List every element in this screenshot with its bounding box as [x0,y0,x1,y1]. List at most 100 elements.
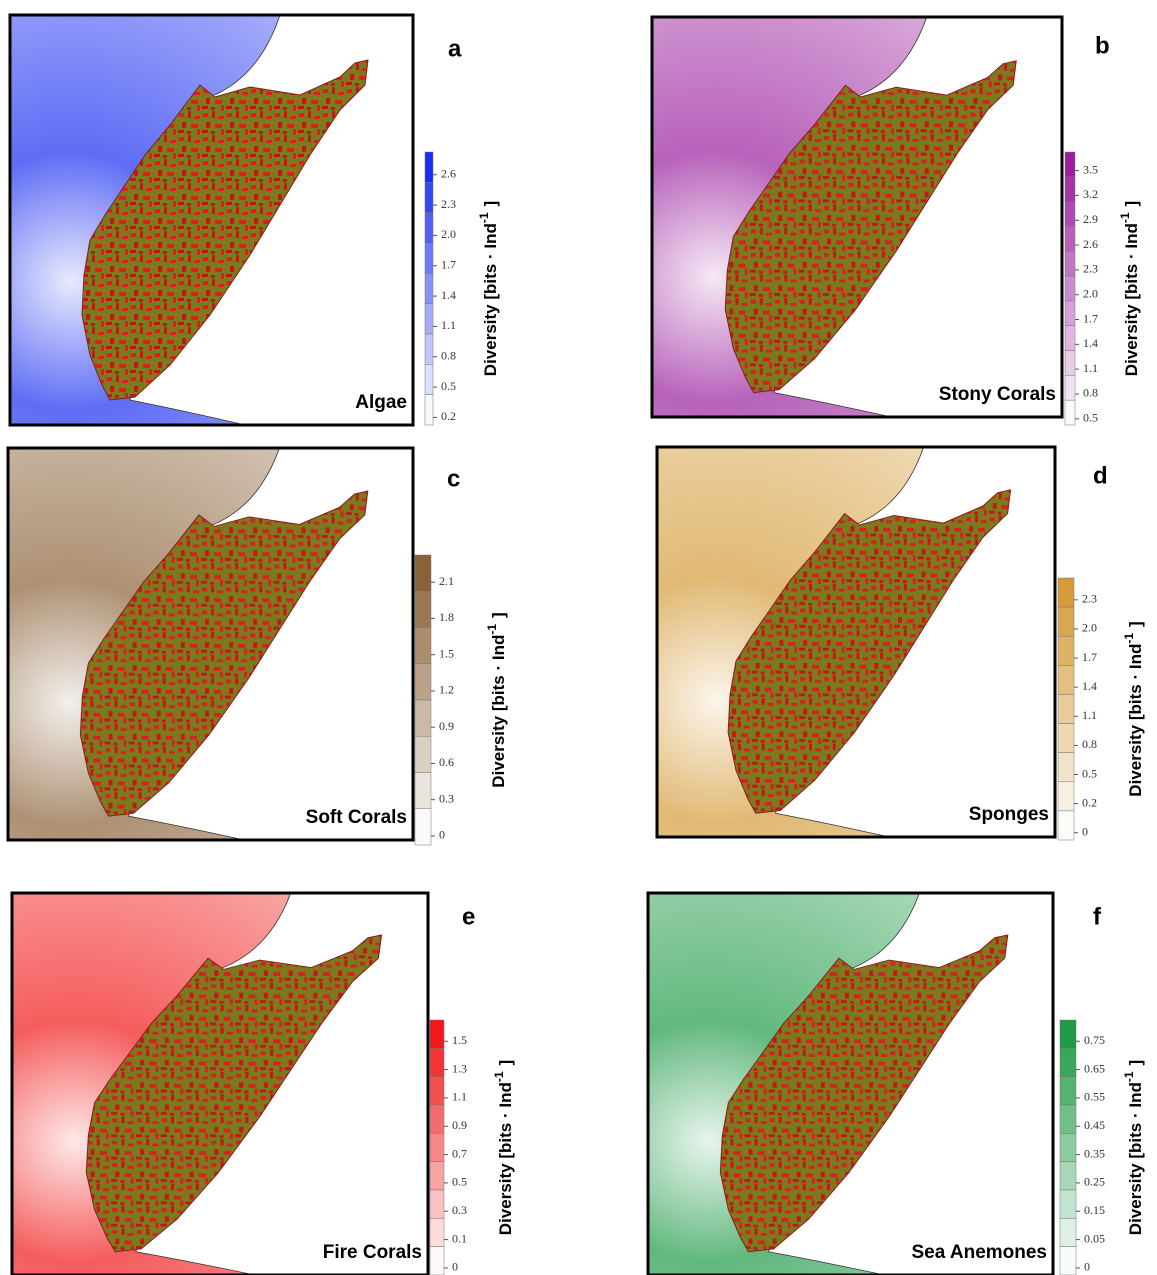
panel-name: Soft Corals [306,807,407,828]
colorbar-tick-label: 0.7 [452,1146,467,1160]
map [10,15,413,425]
colorbar-tick-label: 0 [1082,824,1088,838]
colorbar-band [1060,1077,1076,1105]
colorbar-tick-label: 0.15 [1084,1203,1105,1217]
title-close: ] [481,201,500,207]
colorbar-tick-label: 2.9 [1083,212,1098,226]
colorbar-band [1058,607,1074,636]
panel: Sea Anemones [648,893,1053,1275]
colorbar-band [425,152,433,182]
colorbar-band [1065,202,1075,227]
colorbar-band [430,1133,444,1161]
colorbar-band [1060,1162,1076,1190]
colorbar-title: Diversity [bits · Ind-1] [1122,621,1145,796]
panel: Sponges [657,447,1055,837]
map [8,448,413,840]
colorbar-band [1058,724,1074,753]
title-superscript: -1 [492,1071,506,1082]
colorbar-tick-label: 2.6 [1083,237,1098,251]
colorbar-tick-label: 1.1 [441,318,456,332]
colorbar-band [415,628,431,664]
colorbar-title: Diversity [bits · Ind-1] [1118,201,1141,376]
title-text: Diversity [bits · Ind [496,1082,515,1235]
colorbar-tick-label: 1.4 [441,288,456,302]
colorbar-tick-label: 2.3 [441,197,456,211]
colorbar-tick-label: 2.0 [1082,621,1097,635]
colorbar-tick-label: 0.9 [439,719,454,733]
map [12,893,428,1275]
colorbar-band [430,1162,444,1190]
colorbar-tick-label: 0 [439,828,445,842]
colorbar-tick-label: 1.3 [452,1061,467,1075]
colorbar-band [415,591,431,627]
colorbar-band [415,736,431,772]
title-text: Diversity [bits · Ind [1126,644,1145,797]
panel-letter: e [462,903,475,930]
title-text: Diversity [bits · Ind [1126,1082,1145,1235]
colorbar-band [1060,1048,1076,1076]
colorbar-tick-label: 0.2 [441,409,456,423]
colorbar-tick-label: 1.7 [441,258,456,272]
colorbar-band [1065,251,1075,276]
colorbar-band [1058,782,1074,811]
colorbar-tick-label: 0 [1084,1260,1090,1274]
colorbar-band [415,700,431,736]
colorbar-band [425,395,433,425]
colorbar-title: Diversity [bits · Ind-1] [492,1060,515,1235]
colorbar-band [430,1048,444,1076]
colorbar-tick-label: 1.1 [1082,708,1097,722]
colorbar-tick-label: 0.65 [1084,1061,1105,1075]
map [657,447,1055,837]
colorbar-tick-label: 0.8 [441,349,456,363]
colorbar-tick-label: 0.8 [1082,737,1097,751]
colorbar-tick-label: 2.3 [1082,592,1097,606]
colorbar-tick-label: 0.3 [439,791,454,805]
colorbar-tick-label: 0.2 [1082,795,1097,809]
panel-name: Algae [355,392,407,413]
colorbar-band [1065,276,1075,301]
colorbar-band [430,1247,444,1275]
colorbar-band [425,364,433,394]
colorbar-title: Diversity [bits · Ind-1] [485,612,508,787]
figure: Algae a 2.6 2.3 2.0 1.7 1.4 1.1 0.8 0.5 0.2 Diversi… [0,0,1157,1275]
map [648,893,1053,1275]
colorbar-band [415,664,431,700]
colorbar-band [425,273,433,303]
colorbar-tick-label: 1.1 [1083,361,1098,375]
colorbar-band [425,334,433,364]
colorbar-band [1058,578,1074,607]
colorbar-tick-label: 0.75 [1084,1033,1105,1047]
title-superscript: -1 [485,624,499,635]
title-text: Diversity [bits · Ind [489,635,508,788]
colorbar-band [1060,1247,1076,1275]
colorbar-band [1058,636,1074,665]
colorbar-band [1058,811,1074,840]
colorbar-tick-label: 1.5 [452,1033,467,1047]
colorbar-tick-label: 0.55 [1084,1090,1105,1104]
title-superscript: -1 [477,212,491,223]
panel-letter: c [447,465,460,492]
colorbar-band [425,213,433,243]
title-close: ] [1122,201,1141,207]
panel: Fire Corals [12,893,428,1275]
title-superscript: -1 [1118,212,1132,223]
colorbar-tick-label: 1.4 [1082,679,1097,693]
colorbar-band [415,555,431,591]
colorbar-band [1065,375,1075,400]
colorbar-band [415,809,431,845]
colorbar-tick-label: 2.0 [1083,286,1098,300]
panel: Stony Corals [652,17,1062,417]
colorbar-tick-label: 0 [452,1260,458,1274]
colorbar-tick-label: 0.5 [1082,766,1097,780]
title-text: Diversity [bits · Ind [481,223,500,376]
panel-letter: a [448,35,462,62]
panel-name: Stony Corals [939,384,1056,405]
colorbar-tick-label: 1.7 [1082,650,1097,664]
colorbar-title: Diversity [bits · Ind-1] [1122,1060,1145,1235]
colorbar-band [1058,665,1074,694]
panel-letter: b [1095,32,1110,59]
colorbar-band [430,1105,444,1133]
title-close: ] [496,1060,515,1066]
colorbar-band [1065,351,1075,376]
panel-letter: d [1093,462,1108,489]
